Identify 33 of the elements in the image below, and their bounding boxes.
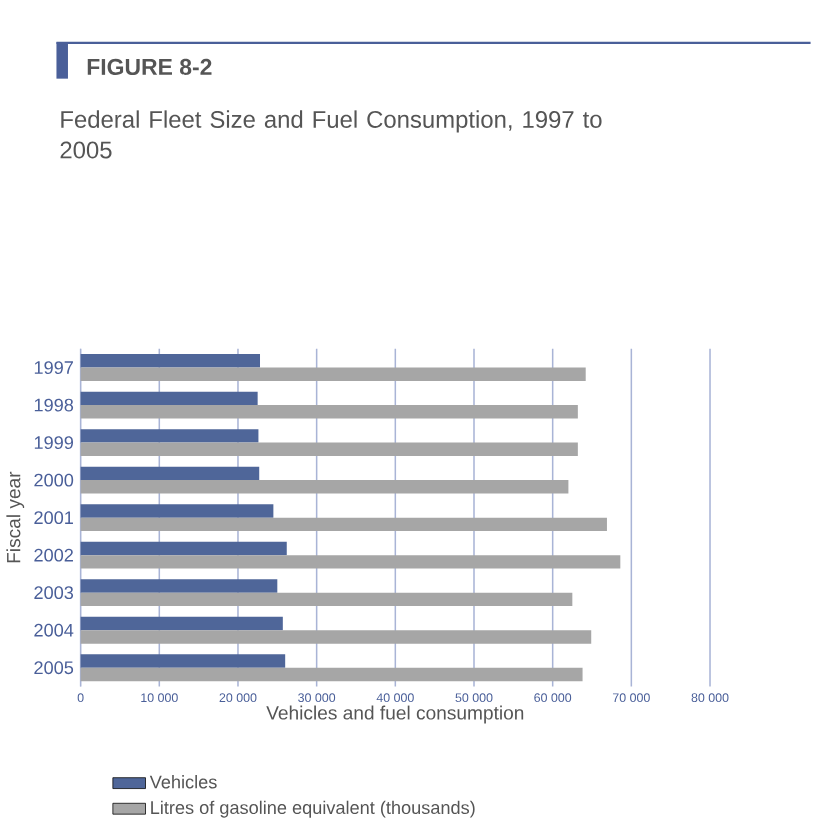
bar: [80, 517, 607, 531]
bar: [80, 479, 569, 494]
y-tick-label: 2005: [34, 661, 74, 674]
bar: [80, 667, 583, 681]
y-axis-title: Fiscal year: [6, 471, 25, 563]
bar: [80, 554, 621, 569]
y-tick-label: 1999: [34, 435, 73, 449]
bar: [80, 442, 578, 456]
bar: [80, 466, 260, 480]
legend-label: Vehicles: [149, 774, 217, 789]
chart-subtitle: Federal Fleet Size and Fuel Consumption, 1997 to 2005: [60, 110, 602, 159]
y-tick-label: 2000: [34, 473, 74, 487]
y-tick-label: 2003: [34, 585, 74, 599]
bar: [80, 353, 261, 368]
bar: [80, 629, 592, 644]
y-tick-label: 2004: [34, 623, 74, 637]
y-tick-label: 1997: [34, 360, 73, 374]
y-tick-label: 1998: [34, 398, 74, 412]
bar: [80, 541, 287, 555]
y-tick-label: 2002: [34, 548, 73, 562]
bar: [80, 616, 283, 630]
x-axis-title: Vehicles and fuel consumption: [266, 705, 524, 724]
bar: [80, 503, 274, 518]
bar: [80, 592, 573, 606]
bar: [80, 428, 259, 443]
y-tick-label: 2001: [34, 510, 73, 524]
bar: [80, 654, 286, 668]
chart-title: FIGURE 8-2: [87, 58, 212, 75]
bar: [80, 578, 278, 593]
bar: [80, 404, 578, 419]
bar: [80, 391, 258, 405]
legend-label: Litres of gasoline equivalent (thousands): [151, 800, 475, 818]
bar: [80, 367, 586, 381]
